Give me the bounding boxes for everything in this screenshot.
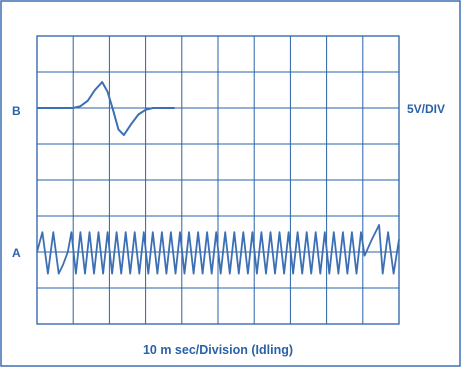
trace-b — [37, 81, 175, 136]
series-label-a: A — [12, 246, 21, 260]
traces — [36, 81, 400, 275]
volts-per-division-label: 5V/DIV — [407, 102, 446, 116]
timebase-caption: 10 m sec/Division (Idling) — [142, 343, 294, 357]
graticule — [36, 35, 400, 325]
trace-a — [36, 224, 400, 275]
series-label-b: B — [12, 104, 21, 118]
